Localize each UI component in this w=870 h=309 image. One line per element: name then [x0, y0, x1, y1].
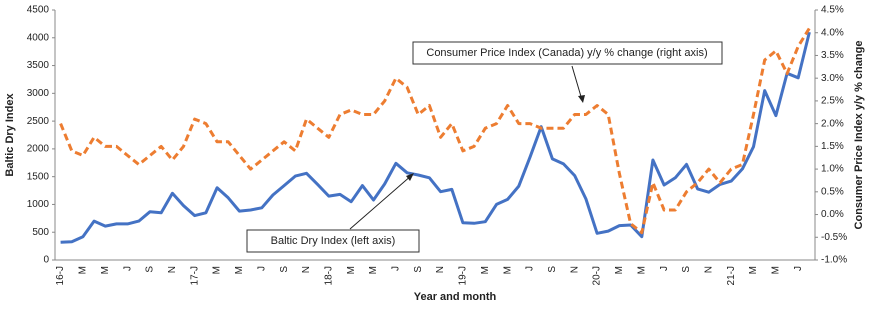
y2-tick-label: 4.0% — [821, 27, 844, 38]
y2-tick-label: 4.5% — [821, 5, 844, 16]
annotation-box — [246, 229, 420, 253]
y2-tick-label: 3.5% — [821, 50, 844, 61]
y-tick-label: 1500 — [27, 171, 50, 182]
annotation-arrow — [349, 174, 413, 230]
x-tick-label: M — [502, 266, 513, 274]
annotation: Baltic Dry Index (left axis) — [271, 235, 396, 247]
y2-tick-label: 2.5% — [821, 96, 844, 107]
y-tick-label: 500 — [32, 227, 49, 238]
y2-tick-label: 3.0% — [821, 73, 844, 84]
y2-axis-title: Consumer Price Index y/y % change — [853, 41, 865, 230]
x-tick-label: 18-J — [323, 266, 334, 285]
x-tick-label: M — [234, 266, 245, 274]
annotation-arrow — [571, 65, 583, 101]
x-tick-label: S — [279, 266, 290, 273]
y2-tick-label: -0.5% — [821, 232, 847, 243]
x-tick-label: N — [301, 266, 312, 273]
plot: 0 500 1000 1500 2000 2500 3000 3500 4000 4500 -1.0… — [27, 5, 847, 286]
x-tick-label: M — [748, 266, 759, 274]
y-axis-title: Baltic Dry Index — [4, 93, 16, 177]
x-tick-label: J — [122, 266, 133, 271]
arrow-head — [406, 173, 414, 181]
y-tick-label: 1000 — [27, 199, 50, 210]
x-tick-label: J — [391, 266, 402, 271]
annotation: Consumer Price Index (Canada) y/y % chan… — [426, 47, 707, 59]
y2-tick-label: -1.0% — [821, 255, 847, 266]
y-tick-label: 3000 — [27, 88, 50, 99]
x-tick-label: 19-J — [458, 266, 469, 285]
x-tick-label: M — [480, 266, 491, 274]
x-tick-label: M — [212, 266, 223, 274]
x-tick-label: M — [346, 266, 357, 274]
x-tick-label: 21-J — [726, 266, 737, 285]
x-tick-label: N — [569, 266, 580, 273]
x-tick-label: N — [703, 266, 714, 273]
x-tick-label: M — [368, 266, 379, 274]
y-tick-label: 2500 — [27, 116, 50, 127]
y2-tick-label: 1.0% — [821, 164, 844, 175]
x-tick-label: M — [636, 266, 647, 274]
series-line — [60, 31, 811, 244]
y-tick-label: 4500 — [27, 5, 50, 16]
x-tick-label: S — [681, 266, 692, 273]
x-tick-label: N — [167, 266, 178, 273]
y-tick-label: 0 — [43, 255, 49, 266]
x-tick-label: S — [547, 266, 558, 273]
x-tick-label: J — [793, 266, 804, 271]
y-tick-label: 4000 — [27, 32, 50, 43]
x-tick-label: 16-J — [55, 266, 66, 285]
x-axis-title: Year and month — [414, 291, 497, 303]
x-tick-label: J — [256, 266, 267, 271]
x-tick-label: M — [100, 266, 111, 274]
x-tick-label: S — [413, 266, 424, 273]
x-tick-label: N — [435, 266, 446, 273]
x-tick-label: M — [78, 266, 89, 274]
y2-tick-label: 0.0% — [821, 209, 844, 220]
x-tick-label: M — [614, 266, 625, 274]
x-tick-label: S — [145, 266, 156, 273]
y-tick-label: 2000 — [27, 144, 50, 155]
x-tick-label: M — [771, 266, 782, 274]
y2-tick-label: 0.5% — [821, 186, 844, 197]
x-tick-label: J — [659, 266, 670, 271]
y2-tick-label: 1.5% — [821, 141, 844, 152]
annotation-box — [412, 41, 723, 65]
arrow-head — [578, 95, 585, 103]
y2-tick-label: 2.0% — [821, 118, 844, 129]
y-tick-label: 3500 — [27, 60, 50, 71]
x-tick-label: 20-J — [592, 266, 603, 285]
x-tick-label: J — [525, 266, 536, 271]
x-tick-label: 17-J — [189, 266, 200, 285]
series-line — [59, 27, 811, 235]
